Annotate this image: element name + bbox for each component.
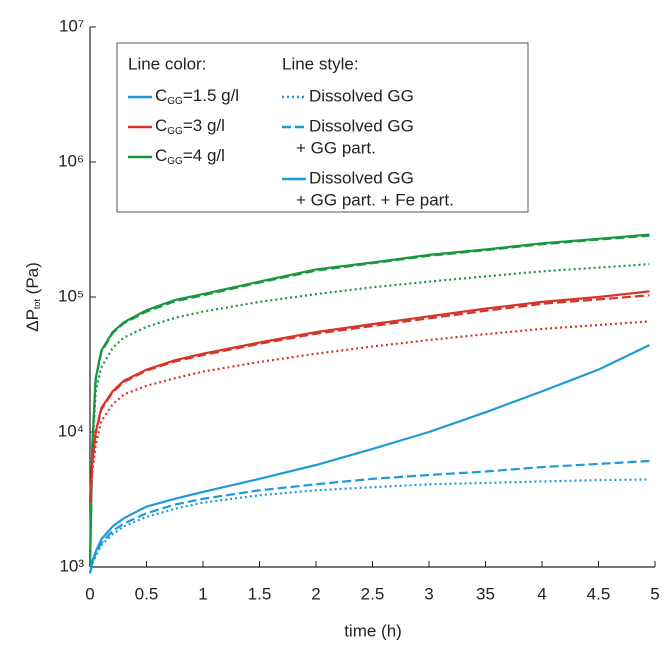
legend-label-main: C bbox=[155, 116, 167, 135]
x-tick-label: 5 bbox=[650, 584, 659, 603]
data-line bbox=[88, 459, 650, 574]
x-tick-label: 4.5 bbox=[587, 584, 611, 603]
legend-label: Dissolved GG bbox=[309, 86, 414, 105]
x-tick-label: 0 bbox=[85, 584, 94, 603]
data-line bbox=[88, 478, 650, 574]
x-tick-label: 1.5 bbox=[248, 584, 272, 603]
x-tick-label: 35 bbox=[476, 584, 495, 603]
x-tick-label: 4 bbox=[537, 584, 546, 603]
data-line bbox=[88, 263, 650, 568]
legend-label: Dissolved GG bbox=[309, 168, 414, 187]
x-tick-label: 2 bbox=[311, 584, 320, 603]
legend-label: Dissolved GG bbox=[309, 116, 414, 135]
y-tick-label: 10⁷ bbox=[59, 16, 84, 35]
legend-label: CGG=3 g/l bbox=[155, 116, 225, 136]
legend-label: CGG=1.5 g/l bbox=[155, 86, 239, 106]
data-line bbox=[88, 290, 650, 503]
data-line bbox=[88, 344, 650, 574]
y-tick-label: 10⁴ bbox=[58, 421, 84, 440]
data-line bbox=[88, 233, 650, 568]
data-line bbox=[88, 234, 650, 568]
legend-box bbox=[116, 42, 529, 213]
y-tick-label: 10⁵ bbox=[58, 286, 84, 305]
y-tick-label: 10³ bbox=[59, 556, 84, 575]
legend-label-rest: =3 g/l bbox=[183, 116, 225, 135]
y-tick-label: 10⁶ bbox=[58, 151, 84, 170]
x-tick-label: 2.5 bbox=[361, 584, 385, 603]
legend-label-rest: =4 g/l bbox=[183, 146, 225, 165]
x-tick-label: 1 bbox=[198, 584, 207, 603]
legend-label: + GG part. bbox=[296, 138, 376, 157]
x-tick-label: 0.5 bbox=[135, 584, 159, 603]
legend-title: Line style: bbox=[282, 54, 359, 73]
y-label-sub: tot bbox=[32, 299, 42, 310]
legend-label-main: C bbox=[155, 146, 167, 165]
legend-label-sub: GG bbox=[167, 96, 183, 107]
legend-label-rest: =1.5 g/l bbox=[183, 86, 239, 105]
y-axis-label: ΔPtot (Pa) bbox=[23, 262, 42, 332]
legend-label: CGG=4 g/l bbox=[155, 146, 225, 166]
data-line bbox=[88, 320, 650, 503]
legend-title: Line color: bbox=[128, 54, 206, 73]
data-line bbox=[88, 294, 650, 503]
legend-label: + GG part. + Fe part. bbox=[296, 190, 454, 209]
x-tick-label: 3 bbox=[424, 584, 433, 603]
legend-label-sub: GG bbox=[167, 156, 183, 167]
y-label-unit: (Pa) bbox=[23, 262, 42, 299]
y-label-main: ΔP bbox=[23, 309, 42, 332]
x-axis-label: time (h) bbox=[344, 621, 402, 640]
legend-label-main: C bbox=[155, 86, 167, 105]
legend-label-sub: GG bbox=[167, 126, 183, 137]
